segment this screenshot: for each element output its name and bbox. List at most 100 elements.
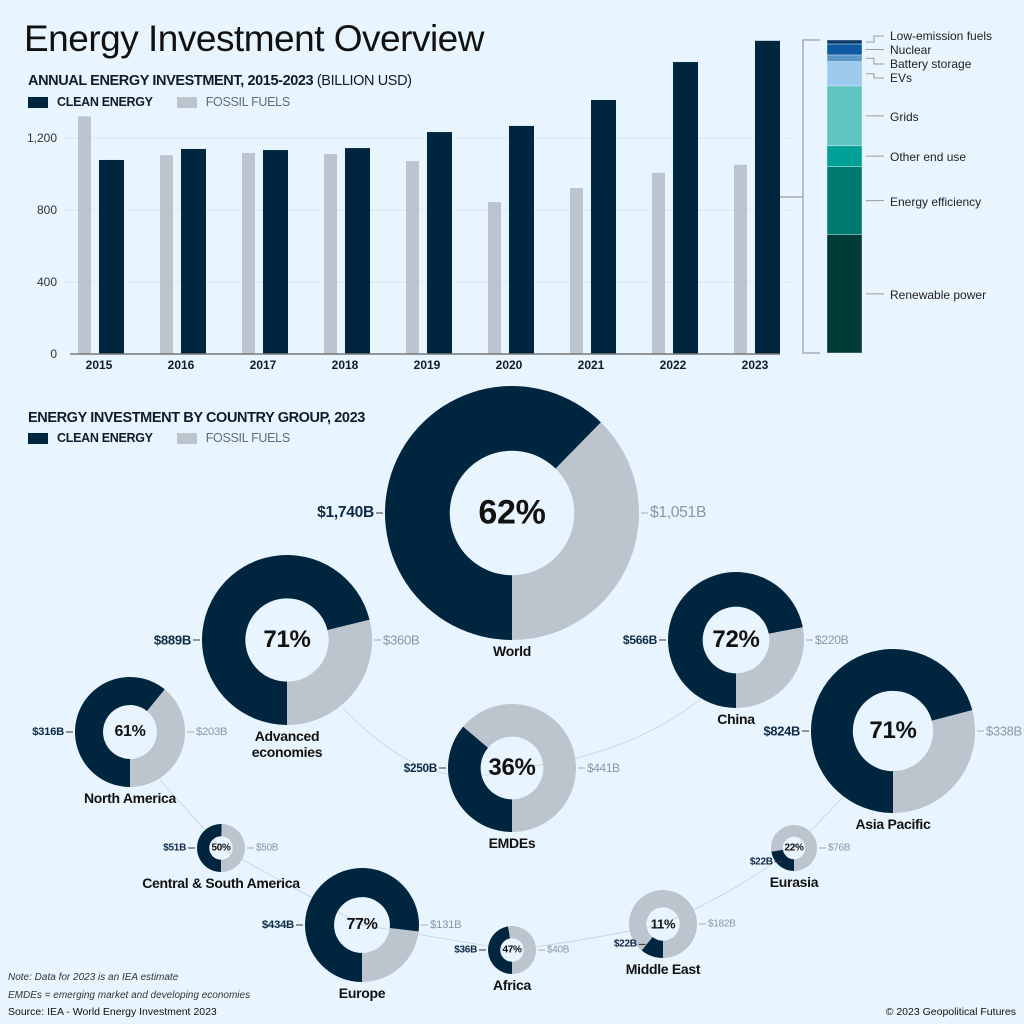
group-name: Eurasia	[769, 874, 819, 890]
leader-line	[866, 35, 884, 43]
donut-fossil-advanced-economies	[287, 619, 372, 726]
legend-swatch-fossil	[176, 432, 197, 444]
legend-label-fossil: FOSSIL FUELS	[205, 95, 290, 109]
group-name: Africa	[493, 977, 531, 993]
clean-bar-2016	[181, 148, 206, 354]
donut-fossil-eurasia	[771, 825, 818, 871]
bar-chart-title: ANNUAL ENERGY INVESTMENT, 2015-2023 (BIL…	[28, 73, 412, 89]
fossil-value-label: $203B	[196, 726, 228, 738]
y-tick-label: 800	[36, 203, 57, 217]
group-name: Central & South America	[142, 875, 300, 891]
clean-bar-2020	[509, 125, 534, 354]
fossil-value-label: $76B	[828, 842, 851, 854]
footnote: EMDEs = emerging market and developing e…	[8, 990, 251, 1001]
donut-clean-central-south-america	[197, 824, 222, 872]
clean-value-label: $22B	[749, 856, 773, 868]
fossil-value-label: $220B	[815, 633, 849, 647]
stack-segment-battery-storage	[826, 54, 863, 62]
legend-label-clean: CLEAN ENERGY	[57, 431, 153, 445]
donut-fossil-central-south-america	[221, 824, 246, 873]
legend-label-fossil: FOSSIL FUELS	[205, 431, 290, 445]
share-label: 62%	[478, 493, 546, 532]
fossil-bar-2015	[78, 116, 91, 355]
clean-bar-2021	[591, 100, 616, 355]
x-tick-label: 2018	[331, 358, 359, 372]
stack-segment-energy-efficiency	[826, 166, 863, 235]
fossil-bar-2016	[160, 155, 173, 354]
bar-chart-unit: (BILLION USD)	[316, 73, 412, 89]
share-label: 71%	[869, 717, 917, 744]
group-name: Middle East	[625, 961, 701, 977]
donut-fossil-china	[736, 627, 804, 708]
fossil-value-label: $131B	[430, 919, 462, 931]
group-name: Advanced economies	[251, 728, 323, 760]
legend-label-clean: CLEAN ENERGY	[57, 95, 153, 109]
legend-swatch-clean	[28, 432, 48, 444]
donut-clean-middle-east	[641, 936, 663, 958]
segment-label: Battery storage	[890, 57, 972, 71]
clean-value-label: $250B	[403, 761, 438, 775]
clean-bar-2015	[99, 159, 124, 354]
stack-segment-evs	[826, 61, 863, 87]
share-label: 72%	[712, 626, 760, 653]
fossil-bar-2018	[324, 154, 337, 354]
segment-label: Other end use	[890, 150, 967, 164]
segment-label: Energy efficiency	[890, 195, 982, 209]
segment-label: Nuclear	[890, 43, 932, 57]
clean-value-label: $51B	[163, 842, 186, 854]
group-name: North America	[83, 790, 177, 806]
fossil-value-label: $182B	[708, 918, 736, 930]
stack-segment-grids	[826, 85, 863, 147]
source: Source: IEA - World Energy Investment 20…	[8, 1006, 217, 1018]
clean-value-label: $22B	[613, 938, 637, 950]
connector-line	[342, 699, 701, 777]
donut-clean-europe	[305, 868, 419, 982]
bar-chart-title-text: ANNUAL ENERGY INVESTMENT, 2015-2023	[28, 73, 314, 89]
donut-clean-advanced-economies	[202, 555, 370, 725]
x-tick-label: 2020	[495, 358, 523, 372]
bracket-line	[780, 39, 820, 354]
group-name: World	[493, 643, 531, 659]
donut-fossil-middle-east	[628, 889, 697, 958]
fossil-value-label: $360B	[383, 632, 420, 648]
stack-segment-other-end-use	[826, 145, 863, 167]
segment-label: Grids	[890, 110, 919, 124]
donut-clean-asia-pacific	[811, 648, 973, 813]
x-tick-label: 2021	[577, 358, 605, 372]
x-tick-label: 2019	[413, 358, 441, 372]
donut-clean-africa	[487, 926, 512, 974]
stack-segment-low-emission-fuels	[826, 39, 863, 45]
leader-line	[866, 57, 884, 65]
clean-value-label: $434B	[261, 919, 294, 931]
copyright: © 2023 Geopolitical Futures	[885, 1006, 1016, 1018]
share-label: 77%	[346, 916, 378, 933]
fossil-bar-2021	[570, 188, 583, 354]
x-tick-label: 2015	[85, 358, 113, 372]
y-tick-label: 0	[50, 347, 57, 361]
group-name: Europe	[338, 985, 386, 1001]
share-label: 47%	[502, 944, 522, 956]
donut-fossil-europe	[362, 928, 419, 983]
page-title: Energy Investment Overview	[24, 18, 484, 59]
share-label: 71%	[263, 626, 311, 653]
share-label: 50%	[211, 842, 231, 854]
share-label: 11%	[650, 916, 676, 932]
legend-swatch-clean	[28, 96, 48, 108]
group-name: China	[717, 711, 755, 727]
fossil-value-label: $441B	[587, 761, 620, 775]
segment-label: EVs	[890, 71, 913, 85]
donut-chart-title: ENERGY INVESTMENT BY COUNTRY GROUP, 2023	[28, 410, 365, 426]
clean-bar-2022	[673, 62, 698, 354]
fossil-value-label: $40B	[547, 944, 570, 956]
legend-swatch-fossil	[176, 96, 197, 108]
clean-value-label: $566B	[622, 633, 657, 647]
donut-clean-world	[385, 385, 601, 640]
segment-label: Low-emission fuels	[890, 29, 993, 43]
x-tick-label: 2016	[167, 358, 195, 372]
y-tick-label: 1,200	[26, 131, 57, 145]
share-label: 36%	[488, 754, 536, 781]
stack-segment-renewable-power	[826, 234, 863, 354]
stack-segment-nuclear	[826, 43, 863, 56]
clean-bar-2023	[755, 40, 780, 355]
